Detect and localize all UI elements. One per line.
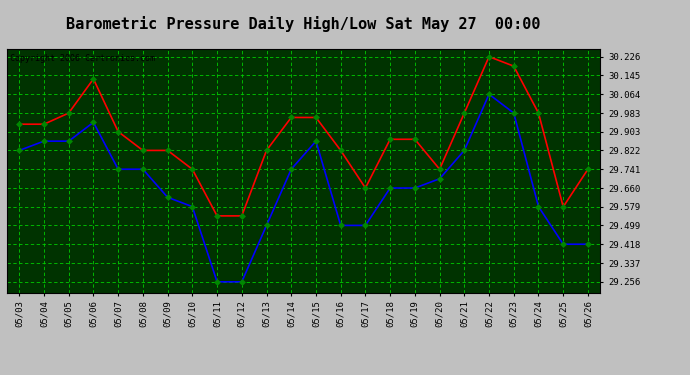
Text: Copyright 2006 Cartronics.com: Copyright 2006 Cartronics.com xyxy=(10,54,155,63)
Text: Barometric Pressure Daily High/Low Sat May 27  00:00: Barometric Pressure Daily High/Low Sat M… xyxy=(66,16,541,32)
